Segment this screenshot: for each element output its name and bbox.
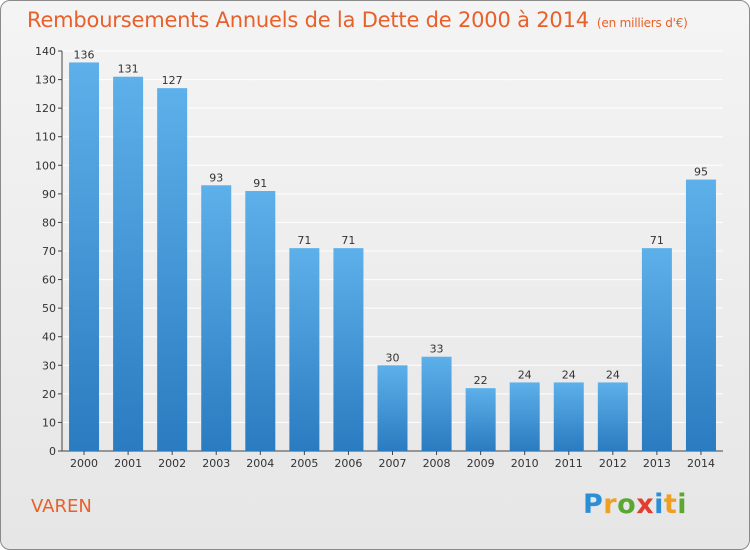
x-tick-label: 2006	[334, 457, 362, 470]
x-tick-label: 2012	[599, 457, 627, 470]
bar-value-label: 24	[606, 368, 620, 381]
bar	[113, 76, 144, 451]
bar	[333, 248, 364, 451]
chart-title-text: Remboursements Annuels de la Dette de 20…	[27, 8, 589, 32]
logo-letter: r	[603, 489, 618, 520]
y-tick-label: 60	[42, 274, 56, 287]
bar-value-label: 95	[694, 166, 708, 179]
y-tick-label: 90	[42, 188, 56, 201]
bar	[685, 179, 716, 452]
bar-value-label: 24	[518, 368, 532, 381]
logo-letter: x	[636, 489, 655, 520]
y-tick-label: 0	[49, 445, 56, 458]
y-tick-label: 130	[35, 74, 56, 87]
logo-letter: o	[617, 489, 637, 520]
y-tick-label: 70	[42, 245, 56, 258]
logo-letter: i	[654, 489, 664, 520]
bar	[157, 88, 188, 452]
y-tick-label: 110	[35, 131, 56, 144]
x-tick-label: 2008	[423, 457, 451, 470]
x-tick-label: 2011	[555, 457, 583, 470]
y-tick-label: 120	[35, 102, 56, 115]
logo-letter: t	[663, 489, 678, 520]
y-tick-label: 50	[42, 302, 56, 315]
bar	[465, 388, 496, 451]
y-tick-label: 30	[42, 359, 56, 372]
y-tick-label: 140	[35, 45, 56, 58]
bar-value-label: 136	[74, 48, 95, 61]
x-tick-label: 2007	[379, 457, 407, 470]
x-tick-label: 2010	[511, 457, 539, 470]
bar-value-label: 24	[562, 368, 576, 381]
bar-value-label: 131	[118, 63, 139, 76]
commune-name: VAREN	[31, 496, 92, 517]
x-tick-label: 2009	[467, 457, 495, 470]
bar	[201, 185, 232, 452]
x-tick-label: 2014	[687, 457, 715, 470]
bar	[421, 356, 452, 451]
y-tick-label: 100	[35, 159, 56, 172]
bar-value-label: 91	[253, 177, 267, 190]
logo-letter: i	[677, 489, 688, 520]
bar	[245, 191, 276, 451]
x-tick-label: 2004	[246, 457, 274, 470]
bar-value-label: 30	[386, 351, 400, 364]
bar-value-label: 71	[341, 234, 355, 247]
bar	[553, 382, 584, 451]
bar	[509, 382, 540, 451]
bars	[69, 62, 716, 452]
labels: 0 10 20 30 40 50 60 70 80 90 100 110 120 130 140 2000 13…	[35, 45, 715, 470]
y-tick-label: 80	[42, 216, 56, 229]
bar	[377, 365, 408, 451]
y-tick-label: 40	[42, 331, 56, 344]
bar	[289, 248, 320, 451]
bar	[597, 382, 628, 451]
logo-letter: P	[583, 489, 604, 520]
bar-value-label: 127	[162, 74, 183, 87]
bar-value-label: 71	[650, 234, 664, 247]
bar-value-label: 33	[430, 343, 444, 356]
bar	[69, 62, 100, 452]
bar-value-label: 93	[209, 171, 223, 184]
chart-title: Remboursements Annuels de la Dette de 20…	[27, 8, 688, 32]
x-tick-label: 2013	[643, 457, 671, 470]
x-tick-label: 2000	[70, 457, 98, 470]
x-tick-label: 2002	[158, 457, 186, 470]
bar-value-label: 71	[297, 234, 311, 247]
x-tick-label: 2001	[114, 457, 142, 470]
y-tick-label: 10	[42, 416, 56, 429]
y-tick-label: 20	[42, 388, 56, 401]
x-tick-label: 2003	[202, 457, 230, 470]
chart-subtitle: (en milliers d'€)	[596, 16, 688, 30]
bar-value-label: 22	[474, 374, 488, 387]
proxiti-logo: Proxiti	[583, 489, 687, 520]
x-tick-label: 2005	[290, 457, 318, 470]
bar	[641, 248, 672, 451]
